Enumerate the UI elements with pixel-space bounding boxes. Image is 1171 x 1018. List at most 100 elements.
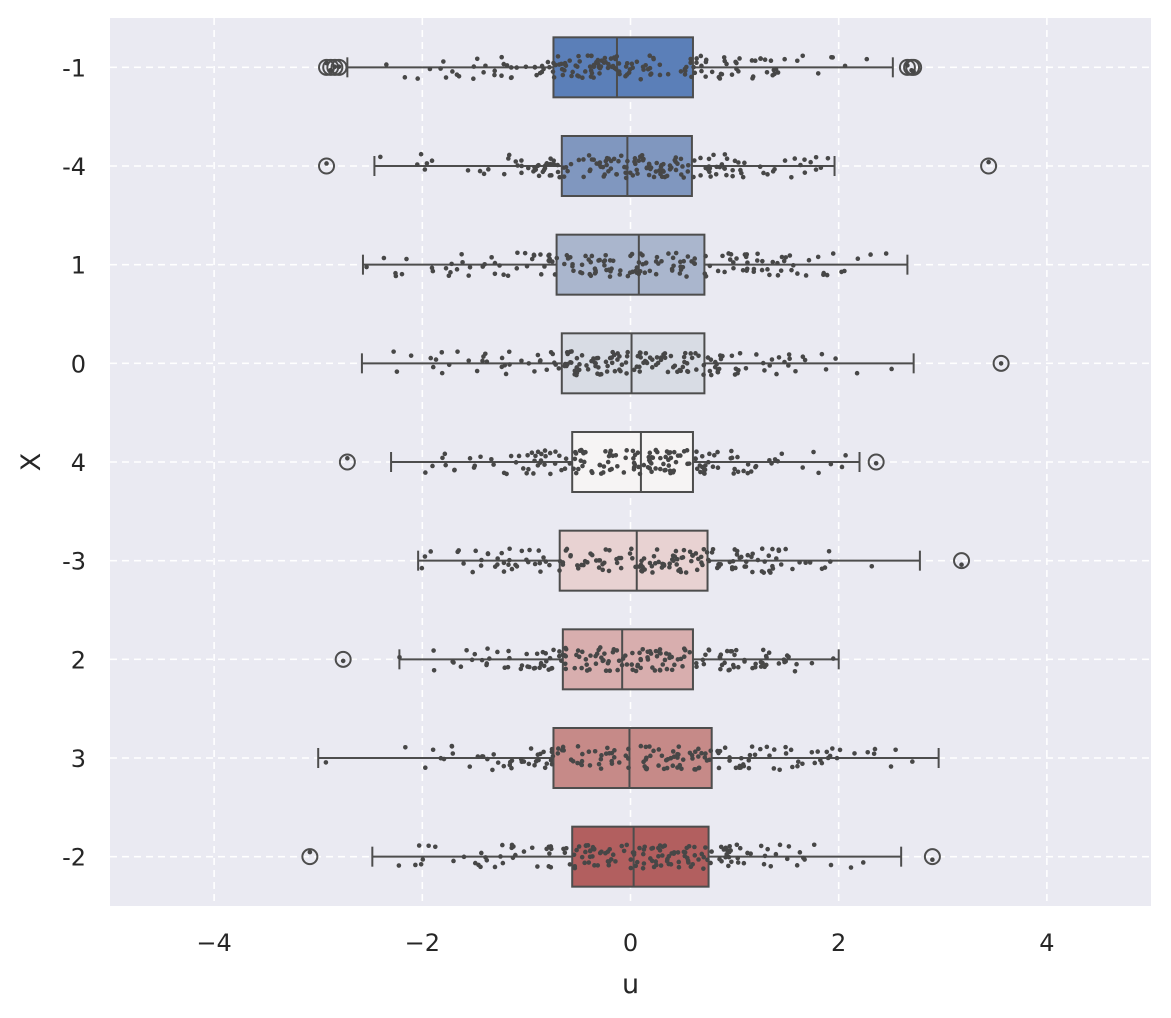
strip-point bbox=[680, 555, 686, 560]
strip-point bbox=[760, 258, 765, 264]
strip-point bbox=[671, 263, 676, 269]
strip-point bbox=[762, 368, 767, 373]
strip-point bbox=[759, 546, 765, 552]
strip-point bbox=[723, 845, 728, 851]
strip-point bbox=[544, 161, 549, 167]
strip-point bbox=[402, 75, 408, 80]
strip-point bbox=[721, 55, 727, 60]
strip-point bbox=[734, 66, 739, 72]
strip-point bbox=[682, 72, 688, 77]
strip-point bbox=[538, 458, 544, 463]
strip-point bbox=[564, 546, 570, 552]
strip-point bbox=[718, 356, 724, 362]
strip-point bbox=[568, 360, 574, 365]
strip-point bbox=[491, 462, 496, 467]
strip-point bbox=[469, 657, 475, 663]
strip-point bbox=[769, 461, 774, 466]
strip-point bbox=[662, 657, 668, 663]
strip-point bbox=[668, 353, 674, 359]
strip-point bbox=[727, 667, 732, 673]
strip-point bbox=[499, 550, 505, 556]
strip-point bbox=[676, 864, 682, 870]
strip-point bbox=[778, 562, 784, 567]
strip-point bbox=[795, 271, 800, 276]
strip-point bbox=[706, 647, 712, 653]
strip-point bbox=[507, 557, 512, 563]
strip-point bbox=[564, 846, 569, 851]
strip-point bbox=[637, 369, 643, 374]
strip-point bbox=[746, 765, 752, 771]
strip-point bbox=[418, 861, 424, 867]
strip-point bbox=[515, 163, 520, 168]
strip-point bbox=[665, 369, 671, 375]
strip-point bbox=[524, 651, 529, 657]
strip-point bbox=[559, 658, 564, 664]
strip-point bbox=[324, 161, 329, 166]
strip--2 bbox=[307, 842, 935, 871]
strip-point bbox=[459, 251, 464, 257]
strip-point bbox=[501, 171, 507, 177]
strip-point bbox=[667, 561, 673, 566]
strip-point bbox=[585, 367, 591, 372]
strip-point bbox=[364, 264, 369, 270]
outlier bbox=[992, 354, 1010, 372]
strip-point bbox=[378, 154, 383, 160]
strip-point bbox=[680, 757, 686, 762]
strip-point bbox=[492, 260, 498, 266]
strip-point bbox=[791, 263, 796, 268]
strip-point bbox=[676, 744, 682, 749]
strip-point bbox=[427, 66, 433, 72]
strip-point bbox=[556, 62, 562, 67]
strip-point bbox=[480, 358, 485, 364]
strip-point bbox=[574, 652, 579, 658]
strip-point bbox=[501, 272, 506, 278]
strip-point bbox=[664, 666, 670, 672]
strip-point bbox=[645, 465, 651, 470]
strip-point bbox=[803, 273, 809, 278]
strip-point bbox=[643, 766, 649, 771]
strip-point bbox=[553, 449, 558, 454]
strip-point bbox=[681, 547, 687, 553]
strip-point bbox=[534, 72, 539, 78]
strip-point bbox=[757, 164, 763, 170]
strip-point bbox=[750, 551, 755, 557]
strip-point bbox=[582, 69, 588, 74]
strip-point bbox=[519, 663, 525, 668]
strip-point bbox=[492, 864, 498, 870]
strip-point bbox=[591, 846, 597, 852]
strip-point bbox=[582, 558, 588, 564]
strip-point bbox=[659, 565, 665, 570]
strip-point bbox=[490, 767, 495, 773]
strip-point bbox=[641, 67, 646, 72]
strip-point bbox=[651, 553, 657, 559]
strip-point bbox=[792, 156, 798, 161]
strip-point bbox=[632, 462, 638, 467]
strip-point bbox=[692, 70, 698, 76]
strip-point bbox=[428, 355, 434, 361]
strip-point bbox=[578, 458, 584, 464]
strip-point bbox=[694, 466, 700, 472]
y-tick-label: 2 bbox=[71, 646, 86, 674]
strip-point bbox=[748, 469, 754, 474]
strip-point bbox=[793, 368, 798, 374]
strip-point bbox=[768, 864, 774, 869]
strip-point bbox=[685, 169, 691, 174]
strip-point bbox=[449, 744, 455, 749]
strip-point bbox=[649, 846, 654, 851]
strip-point bbox=[581, 459, 587, 465]
strip-point bbox=[583, 253, 588, 259]
strip-point bbox=[722, 745, 728, 751]
strip-point bbox=[598, 756, 604, 762]
strip-point bbox=[598, 64, 604, 69]
strip-point bbox=[443, 462, 448, 468]
strip-point bbox=[623, 64, 629, 69]
strip-point bbox=[454, 267, 460, 272]
strip-point bbox=[565, 351, 571, 357]
strip-point bbox=[691, 64, 696, 70]
strip-point bbox=[703, 59, 709, 65]
strip-point bbox=[998, 361, 1004, 366]
strip-point bbox=[480, 264, 486, 269]
strip-point bbox=[617, 272, 623, 277]
strip-point bbox=[711, 152, 716, 158]
strip-point bbox=[522, 250, 528, 256]
